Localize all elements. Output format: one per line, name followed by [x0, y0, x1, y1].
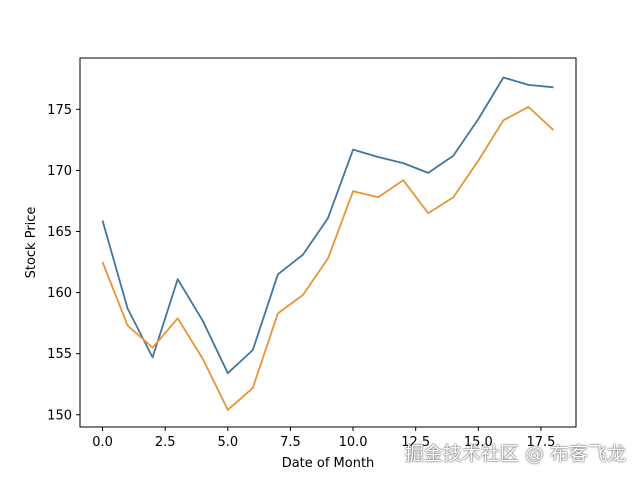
y-tick-label: 170	[47, 164, 72, 179]
y-axis-label: Stock Price	[24, 207, 39, 279]
y-tick-label: 155	[47, 347, 72, 362]
y-tick-label: 165	[47, 225, 72, 240]
series-line-2	[101, 106, 555, 411]
x-tick-label: 0.0	[92, 435, 113, 450]
y-tick-label: 160	[47, 286, 72, 301]
x-axis-ticks: 0.0 2.5 5.0 7.5 10.0 12.5 15.0 17.5	[92, 427, 555, 450]
series-layer	[101, 76, 555, 411]
x-tick-label: 10.0	[339, 435, 368, 450]
x-tick-label: 17.5	[526, 435, 555, 450]
x-tick-label: 5.0	[217, 435, 238, 450]
axes-frame	[79, 57, 577, 428]
series-line-1	[101, 76, 554, 375]
x-axis-label: Date of Month	[282, 456, 375, 471]
y-axis-ticks: 150 155 160 165 170 175	[47, 103, 80, 423]
x-tick-label: 12.5	[401, 435, 430, 450]
x-tick-label: 15.0	[464, 435, 493, 450]
x-tick-label: 2.5	[155, 435, 176, 450]
watermark-text: 掘金技术社区 @ 布客飞龙	[404, 443, 626, 465]
x-tick-label: 7.5	[280, 435, 301, 450]
y-tick-label: 150	[47, 408, 72, 423]
y-tick-label: 175	[47, 103, 72, 118]
